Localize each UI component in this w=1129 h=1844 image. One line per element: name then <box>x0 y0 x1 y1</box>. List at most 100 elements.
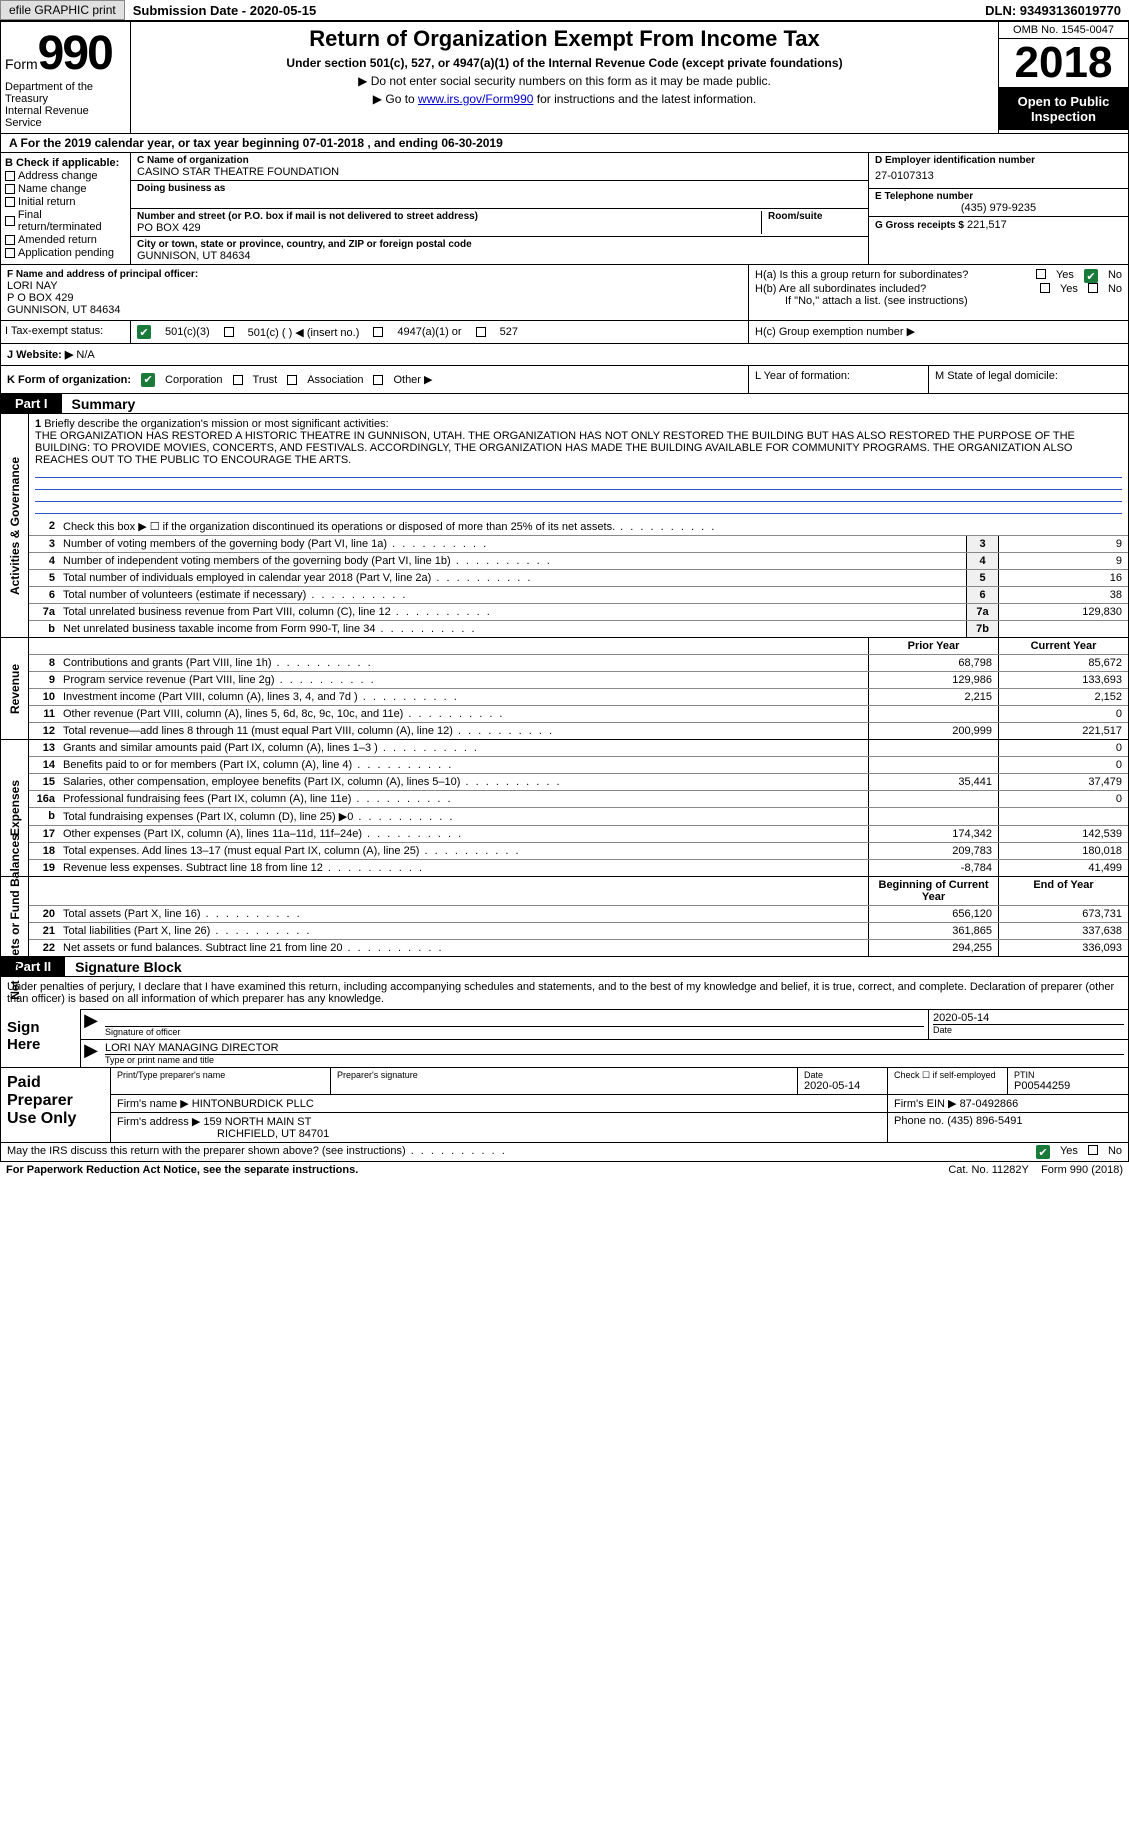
omb-number: OMB No. 1545-0047 <box>999 22 1128 39</box>
top-bar: efile GRAPHIC print Submission Date - 20… <box>0 0 1129 21</box>
tax-exempt-label: I Tax-exempt status: <box>1 321 131 343</box>
4947-checkbox[interactable] <box>373 327 383 337</box>
activities-governance: Activities & Governance 1 Briefly descri… <box>0 414 1129 638</box>
summary-row: bTotal fundraising expenses (Part IX, co… <box>29 808 1128 826</box>
discuss-no[interactable] <box>1088 1145 1098 1155</box>
checkbox-application-pending[interactable] <box>5 248 15 258</box>
summary-row: 9Program service revenue (Part VIII, lin… <box>29 672 1128 689</box>
checkbox-address-change[interactable] <box>5 171 15 181</box>
form-word: Form <box>5 56 38 72</box>
print-name-label: Print/Type preparer's name <box>117 1070 324 1080</box>
hb-note: If "No," attach a list. (see instruction… <box>755 295 1122 307</box>
signature-declaration: Under penalties of perjury, I declare th… <box>1 977 1128 1009</box>
sig-officer-label: Signature of officer <box>105 1026 924 1037</box>
year-formation: L Year of formation: <box>748 366 928 393</box>
website-row: J Website: ▶ N/A <box>0 344 1129 366</box>
summary-row: 14Benefits paid to or for members (Part … <box>29 757 1128 774</box>
firm-name: HINTONBURDICK PLLC <box>192 1098 314 1110</box>
association-checkbox[interactable] <box>287 375 297 385</box>
self-employed-check[interactable]: Check ☐ if self-employed <box>894 1070 1001 1081</box>
current-year-header: Current Year <box>998 638 1128 654</box>
officer-name-title: LORI NAY MANAGING DIRECTOR <box>105 1042 1124 1054</box>
prior-year-header: Prior Year <box>868 638 998 654</box>
paid-preparer-label: Paid Preparer Use Only <box>1 1068 111 1142</box>
discuss-yes-checked[interactable] <box>1036 1145 1050 1159</box>
website-label: J Website: ▶ <box>7 349 73 361</box>
summary-row: 5Total number of individuals employed in… <box>29 570 1128 587</box>
part1-header: Part I Summary <box>0 394 1129 414</box>
hb-yes[interactable] <box>1040 283 1050 293</box>
phone: (435) 979-9235 <box>875 202 1122 214</box>
submission-date: Submission Date - 2020-05-15 <box>125 3 325 18</box>
irs-link[interactable]: www.irs.gov/Form990 <box>418 92 533 106</box>
net-assets-section: Net Assets or Fund Balances Beginning of… <box>0 877 1129 957</box>
paid-preparer: Paid Preparer Use Only Print/Type prepar… <box>0 1068 1129 1143</box>
form-org-label: K Form of organization: <box>7 374 131 386</box>
ha-yes[interactable] <box>1036 269 1046 279</box>
vlabel-expenses: Expenses <box>8 780 22 836</box>
mission-label: Briefly describe the organization's miss… <box>44 418 388 430</box>
hb-no[interactable] <box>1088 283 1098 293</box>
checkbox-final-return[interactable] <box>5 216 15 226</box>
vlabel-revenue: Revenue <box>8 663 22 713</box>
expenses-section: Expenses 13Grants and similar amounts pa… <box>0 740 1129 877</box>
arrow-icon: ▶ <box>81 1040 101 1067</box>
tax-exempt-row: I Tax-exempt status: 501(c)(3) 501(c) ( … <box>0 321 1129 344</box>
end-year-header: End of Year <box>998 877 1128 905</box>
preparer-sig-label: Preparer's signature <box>337 1070 791 1080</box>
checkbox-initial-return[interactable] <box>5 197 15 207</box>
501c-checkbox[interactable] <box>224 327 234 337</box>
ssn-note: ▶ Do not enter social security numbers o… <box>139 74 990 88</box>
dba-label: Doing business as <box>137 183 862 194</box>
firm-ein: 87-0492866 <box>960 1098 1019 1110</box>
org-name: CASINO STAR THEATRE FOUNDATION <box>137 166 862 178</box>
trust-checkbox[interactable] <box>233 375 243 385</box>
summary-row: 2Check this box ▶ ☐ if the organization … <box>29 518 1128 536</box>
city: GUNNISON, UT 84634 <box>137 250 862 262</box>
type-name-label: Type or print name and title <box>105 1054 1124 1065</box>
revenue-section: Revenue Prior Year Current Year 8Contrib… <box>0 638 1129 740</box>
firm-phone: (435) 896-5491 <box>947 1115 1022 1127</box>
corporation-checked[interactable] <box>141 373 155 387</box>
org-name-label: C Name of organization <box>137 155 862 166</box>
tax-year-range: A For the 2019 calendar year, or tax yea… <box>0 134 1129 153</box>
other-checkbox[interactable] <box>373 375 383 385</box>
checkbox-amended[interactable] <box>5 235 15 245</box>
arrow-icon: ▶ <box>81 1010 101 1039</box>
department: Department of the Treasury Internal Reve… <box>5 81 126 129</box>
info-block: B Check if applicable: Address change Na… <box>0 153 1129 265</box>
paperwork-notice: For Paperwork Reduction Act Notice, see … <box>6 1164 358 1176</box>
form-title: Return of Organization Exempt From Incom… <box>139 26 990 52</box>
summary-row: 19Revenue less expenses. Subtract line 1… <box>29 860 1128 876</box>
summary-row: 21Total liabilities (Part X, line 26)361… <box>29 923 1128 940</box>
officer-label: F Name and address of principal officer: <box>7 269 742 280</box>
ein: 27-0107313 <box>875 166 1122 186</box>
summary-row: 4Number of independent voting members of… <box>29 553 1128 570</box>
part2-header: Part II Signature Block <box>0 957 1129 977</box>
officer-addr2: GUNNISON, UT 84634 <box>7 304 742 316</box>
vlabel-net-assets: Net Assets or Fund Balances <box>8 834 22 1000</box>
open-to-public: Open to Public Inspection <box>999 88 1128 130</box>
527-checkbox[interactable] <box>476 327 486 337</box>
efile-print-button[interactable]: efile GRAPHIC print <box>0 0 125 20</box>
checkbox-name-change[interactable] <box>5 184 15 194</box>
discuss-label: May the IRS discuss this return with the… <box>7 1145 507 1159</box>
form-number: 990 <box>38 26 112 81</box>
summary-row: 12Total revenue—add lines 8 through 11 (… <box>29 723 1128 739</box>
hc-label: H(c) Group exemption number ▶ <box>748 321 1128 343</box>
501c3-checked[interactable] <box>137 325 151 339</box>
summary-row: 10Investment income (Part VIII, column (… <box>29 689 1128 706</box>
part1-tab: Part I <box>1 394 62 413</box>
dln: DLN: 93493136019770 <box>985 3 1129 18</box>
ha-no-checked[interactable] <box>1084 269 1098 283</box>
prep-date: 2020-05-14 <box>804 1080 881 1092</box>
cat-no: Cat. No. 11282Y <box>948 1164 1029 1176</box>
section-b-label: B Check if applicable: <box>5 157 126 169</box>
tax-year: 2018 <box>999 39 1128 88</box>
firm-address: 159 NORTH MAIN ST <box>203 1116 311 1128</box>
part1-title: Summary <box>62 396 136 412</box>
summary-row: 13Grants and similar amounts paid (Part … <box>29 740 1128 757</box>
summary-row: 16aProfessional fundraising fees (Part I… <box>29 791 1128 808</box>
summary-row: 6Total number of volunteers (estimate if… <box>29 587 1128 604</box>
summary-row: 20Total assets (Part X, line 16)656,1206… <box>29 906 1128 923</box>
